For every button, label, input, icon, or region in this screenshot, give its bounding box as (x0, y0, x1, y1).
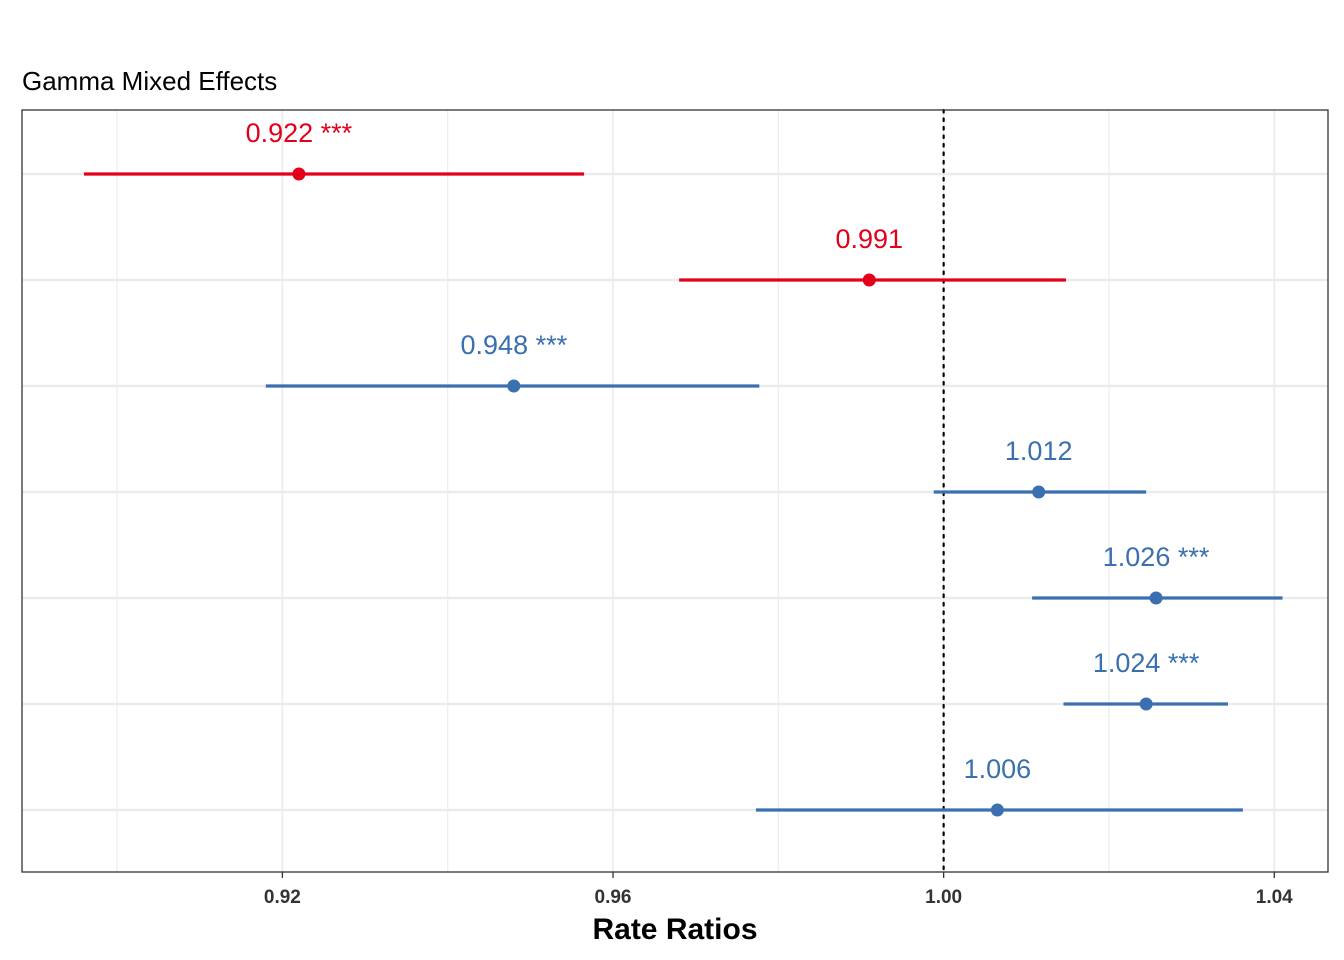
x-tick-label: 0.92 (264, 887, 301, 908)
estimate-label: 1.006 (964, 754, 1032, 784)
estimate-label: 1.024 *** (1093, 648, 1200, 678)
estimate-point (862, 273, 876, 287)
panel-border (21, 109, 1329, 873)
x-tick-label: 1.04 (1256, 887, 1293, 908)
estimate-label: 0.948 *** (461, 330, 568, 360)
x-axis: 0.92 0.96 1.00 1.04 (264, 872, 1293, 908)
estimate-point (990, 803, 1004, 817)
estimate-point (292, 167, 306, 181)
estimate-point (507, 379, 521, 393)
estimate-row: 1.026 *** (1032, 542, 1283, 605)
estimate-row: 1.024 *** (1063, 648, 1228, 711)
data-marks: 0.922 *** 0.991 0.948 *** 1.012 1.026 *** 1.0… (83, 118, 1283, 817)
estimate-row: 0.948 *** (265, 330, 760, 393)
estimate-label: 1.012 (1005, 436, 1073, 466)
estimate-row: 0.991 (679, 224, 1066, 287)
chart-title: Gamma Mixed Effects (22, 66, 277, 96)
estimate-row: 0.922 *** (83, 118, 585, 181)
estimate-label: 0.922 *** (246, 118, 353, 148)
estimate-point (1149, 591, 1163, 605)
estimate-row: 1.006 (756, 754, 1243, 817)
x-tick-label: 1.00 (925, 887, 962, 908)
x-tick-label: 0.96 (595, 887, 632, 908)
estimate-row: 1.012 (933, 436, 1147, 499)
estimate-label: 1.026 *** (1103, 542, 1210, 572)
estimate-point (1139, 697, 1153, 711)
estimate-label: 0.991 (835, 224, 903, 254)
estimate-point (1032, 485, 1046, 499)
x-axis-label: Rate Ratios (592, 913, 757, 946)
